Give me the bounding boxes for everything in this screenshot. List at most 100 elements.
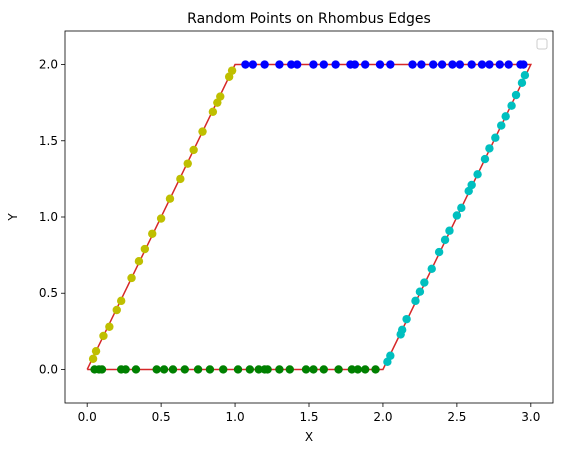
point-bottom — [301, 365, 311, 374]
x-axis-title: X — [305, 430, 313, 444]
point-right — [415, 287, 425, 296]
point-bottom — [97, 365, 107, 374]
point-top — [408, 60, 417, 69]
point-bottom — [371, 365, 380, 374]
point-left — [88, 354, 98, 363]
point-right — [520, 71, 530, 80]
point-top — [331, 60, 340, 69]
point-bottom — [168, 365, 178, 374]
point-bottom — [285, 365, 294, 374]
series-left — [88, 66, 237, 363]
point-top — [375, 60, 385, 69]
point-top — [360, 60, 370, 69]
point-top — [437, 60, 447, 69]
point-bottom — [263, 365, 272, 374]
series-right — [383, 71, 530, 367]
series-top — [241, 60, 528, 69]
point-right — [457, 203, 466, 213]
point-left — [216, 92, 225, 101]
point-left — [198, 127, 207, 136]
point-bottom — [275, 365, 284, 374]
point-top — [309, 60, 318, 69]
point-top — [350, 60, 360, 69]
point-top — [519, 60, 528, 69]
point-bottom — [245, 365, 255, 374]
point-left — [208, 107, 218, 117]
point-bottom — [152, 365, 161, 374]
point-top — [429, 60, 438, 69]
point-top — [467, 60, 476, 69]
point-top — [241, 60, 250, 69]
y-tick-label: 1.5 — [39, 134, 58, 148]
point-bottom — [205, 365, 215, 374]
point-right — [485, 144, 494, 153]
x-tick-label: 2.0 — [373, 410, 392, 424]
y-axis-title: Y — [6, 213, 20, 222]
point-right — [434, 247, 444, 257]
y-tick-label: 1.0 — [39, 210, 58, 224]
point-bottom — [121, 365, 130, 374]
point-right — [397, 325, 407, 335]
point-bottom — [233, 365, 243, 374]
plot-area — [65, 31, 553, 403]
point-bottom — [353, 365, 362, 374]
point-right — [467, 180, 476, 190]
point-top — [248, 60, 258, 69]
point-left — [183, 159, 192, 168]
point-left — [165, 194, 175, 203]
point-top — [292, 60, 302, 69]
point-right — [480, 154, 490, 164]
point-bottom — [347, 365, 357, 374]
point-right — [497, 121, 506, 130]
point-bottom — [334, 365, 343, 374]
x-tick-label: 1.0 — [226, 410, 245, 424]
x-tick-label: 2.5 — [447, 410, 466, 424]
point-right — [473, 170, 482, 179]
point-right — [501, 112, 510, 121]
series-bottom — [90, 365, 380, 374]
point-top — [260, 60, 269, 69]
point-right — [427, 264, 436, 274]
point-top — [485, 60, 494, 69]
point-top — [495, 60, 504, 69]
y-tick-label: 2.0 — [39, 58, 58, 72]
plot-background — [65, 31, 553, 403]
point-top — [455, 60, 465, 69]
point-left — [116, 296, 126, 306]
point-left — [148, 229, 157, 238]
point-bottom — [360, 365, 370, 374]
point-left — [105, 322, 114, 331]
x-tick-label: 0.0 — [78, 410, 97, 424]
point-right — [452, 211, 462, 220]
axes: 0.0 0.5 1.0 1.5 2.0 2.5 3.0 0.0 0.5 1.0 1.5 2.0 — [39, 30, 554, 424]
point-left — [91, 346, 101, 356]
point-left — [127, 273, 136, 283]
x-tick-label: 1.5 — [299, 410, 318, 424]
point-left — [112, 305, 121, 315]
point-bottom — [319, 365, 328, 374]
point-right — [511, 90, 521, 100]
point-bottom — [180, 365, 189, 374]
point-left — [189, 145, 198, 155]
point-bottom — [193, 365, 203, 374]
point-right — [440, 235, 450, 245]
y-tick-label: 0.5 — [39, 286, 58, 300]
point-top — [386, 60, 395, 69]
point-top — [477, 60, 487, 69]
point-left — [134, 257, 144, 266]
x-tick-label: 3.0 — [521, 410, 540, 424]
point-right — [402, 314, 411, 324]
point-right — [386, 351, 395, 360]
chart-title: Random Points on Rhombus Edges — [187, 11, 431, 27]
point-right — [517, 78, 527, 88]
point-top — [417, 60, 426, 69]
point-top — [319, 60, 328, 69]
point-top — [504, 60, 513, 69]
x-tick-label: 0.5 — [152, 410, 171, 424]
point-right — [445, 226, 454, 235]
point-right — [507, 101, 516, 110]
point-top — [287, 60, 296, 69]
point-bottom — [309, 365, 318, 374]
point-left — [99, 331, 108, 341]
